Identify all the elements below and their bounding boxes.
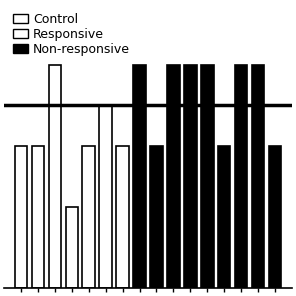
Legend: Control, Responsive, Non-responsive: Control, Responsive, Non-responsive (10, 10, 132, 58)
Bar (65, 207, 78, 288)
Bar (252, 65, 264, 288)
Bar (218, 146, 231, 288)
Bar (82, 146, 95, 288)
Bar (15, 146, 28, 288)
Bar (99, 105, 112, 288)
Bar (235, 65, 247, 288)
Bar (167, 65, 180, 288)
Bar (201, 65, 214, 288)
Bar (150, 146, 163, 288)
Bar (268, 146, 281, 288)
Bar (116, 146, 129, 288)
Bar (49, 65, 61, 288)
Bar (184, 65, 197, 288)
Bar (32, 146, 44, 288)
Bar (133, 65, 146, 288)
